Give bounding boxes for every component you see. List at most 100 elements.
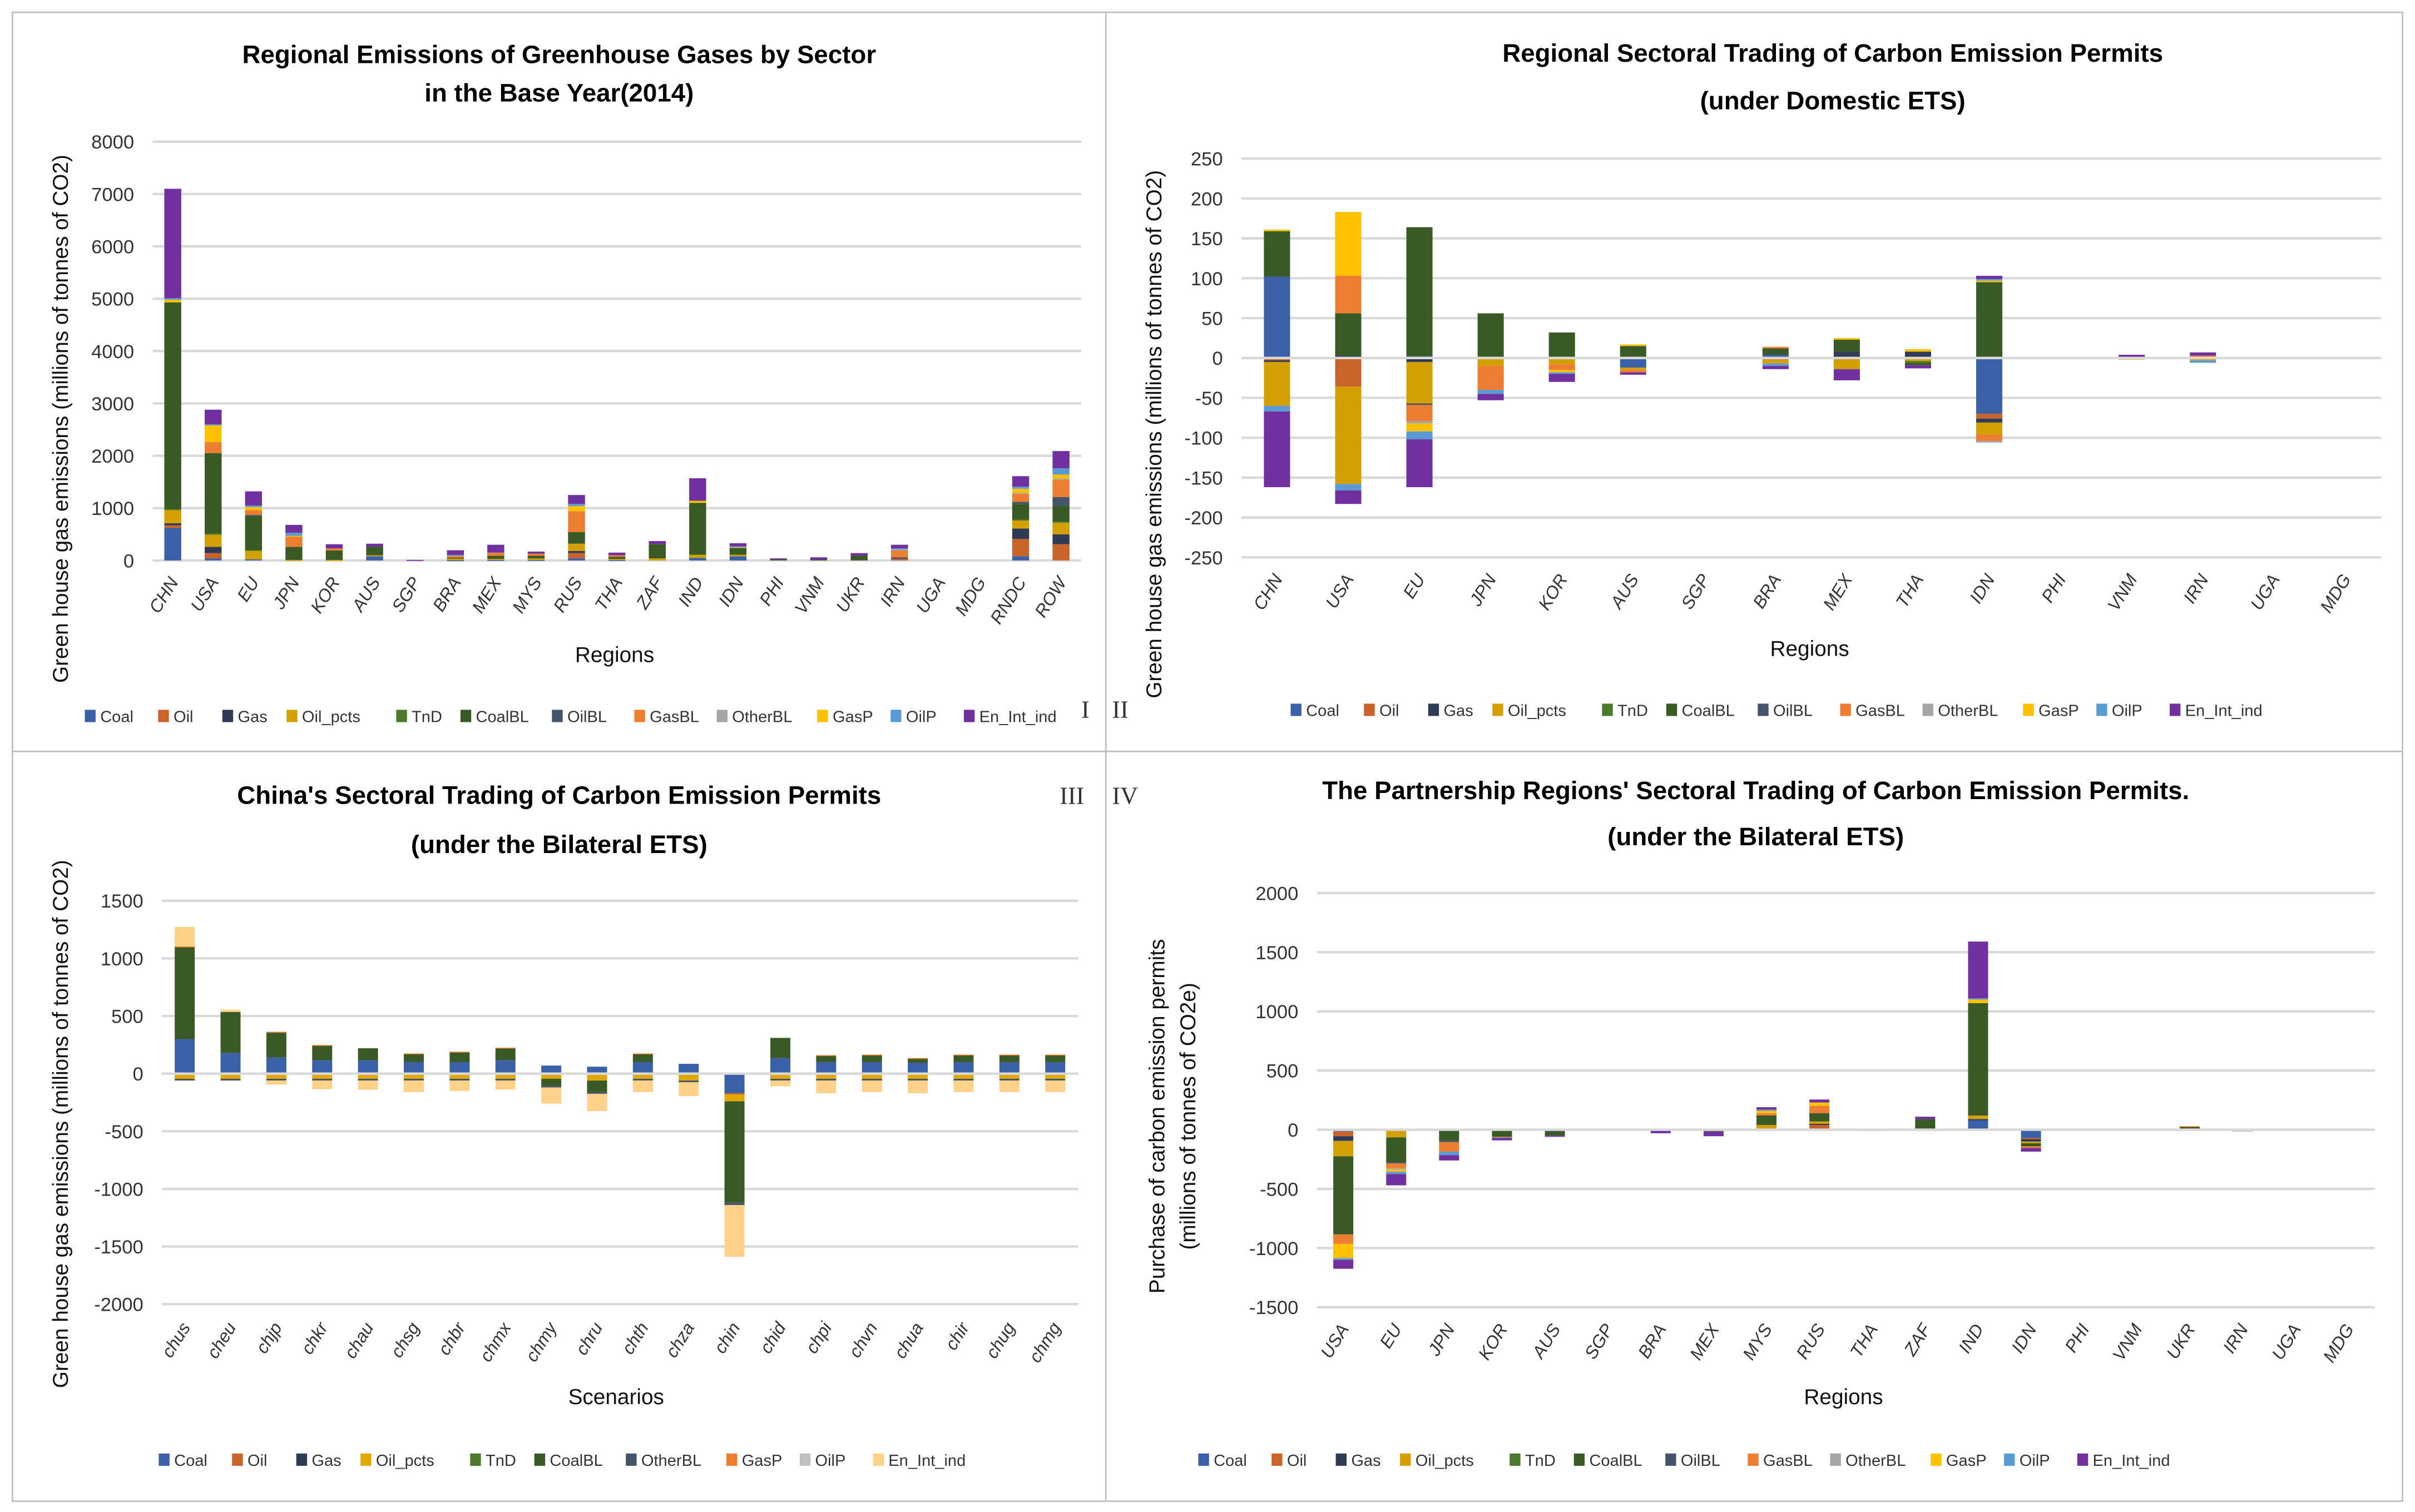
y-axis-title: Green house gas emissions (millions of t… [49, 155, 73, 683]
y-tick-label: -1000 [94, 1179, 143, 1200]
y-tick-label: 0 [123, 551, 134, 572]
bar-segment-en-int-ind-chth [632, 1080, 653, 1092]
legend-item-gasp: GasP [817, 708, 873, 726]
bar-segment-oil-chin [724, 1093, 745, 1094]
legend-item-oilp: OilP [2096, 702, 2142, 720]
bar-segment-oil-rus [1809, 1125, 1830, 1130]
bar-segment-oil-pcts-ind [689, 554, 706, 558]
legend-swatch [1922, 703, 1933, 716]
bar-segment-oil-pcts-mex [487, 559, 504, 560]
bar-segment-en-int-ind-chid [770, 1080, 790, 1087]
figure-border [11, 11, 2404, 1503]
bar-segment-oil-pcts-mys [1756, 1125, 1777, 1129]
bar-segment-coal-chza [679, 1064, 699, 1074]
bar-segment-oil-pcts-chau [358, 1073, 378, 1079]
legend-label: Oil [248, 1452, 268, 1470]
bar-segment-oil-usa [1335, 358, 1362, 387]
bar-segment-coal-idn [2021, 1129, 2041, 1138]
y-tick-label: 250 [1191, 149, 1223, 170]
bar-segment-oilp-usa [1333, 1258, 1354, 1260]
bar-segment-coal-chmy [541, 1065, 562, 1074]
bar-segment-coalbl-vnm [810, 559, 828, 561]
bar-segment-otherbl-chza [679, 1080, 699, 1083]
bar-segment-gasp-chth [632, 1053, 653, 1055]
legend-label: OilP [815, 1452, 845, 1470]
bar-segment-otherbl-chkr [312, 1078, 333, 1081]
bar-segment-oilp-rndc [1012, 487, 1030, 489]
bar-segment-gasbl-idn [1976, 434, 2003, 441]
panel-label-2: II [1112, 696, 1129, 723]
bar-segment-oilp-eu [245, 505, 263, 507]
legend-item-en-int-ind: En_Int_ind [873, 1452, 966, 1470]
bar-segment-otherbl-rndc [1012, 493, 1030, 494]
legend-label: Oil_pcts [1416, 1452, 1474, 1470]
y-tick-label: -1000 [1249, 1238, 1299, 1260]
bar-segment-oilp-usa [205, 424, 222, 425]
bar-segment-oilbl-irn [891, 557, 908, 559]
bar-segment-gasp-chjp [266, 1032, 286, 1033]
legend-label: Coal [1306, 702, 1339, 720]
bar-segment-gasbl-jpn [1477, 366, 1504, 390]
bar-segment-otherbl-chsg [404, 1078, 424, 1081]
bar-segment-tnd-tha [1904, 361, 1932, 363]
legend-swatch [1198, 1453, 1209, 1466]
bar-segment-en-int-ind-chug [999, 1080, 1020, 1092]
bar-segment-en-int-ind-rus [1809, 1099, 1830, 1103]
bar-segment-coalbl-chir [953, 1055, 974, 1062]
y-axis-title: (millions of tonnes of CO2e) [1176, 983, 1200, 1250]
bar-segment-en-int-ind-chmg [1045, 1080, 1066, 1092]
bar-segment-gasp-chvn [862, 1054, 882, 1056]
legend-item-coal: Coal [1198, 1452, 1247, 1470]
legend-item-otherbl: OtherBL [1830, 1452, 1906, 1470]
bar-segment-oil-pcts-ind [1968, 1116, 1988, 1119]
bar-segment-oil-pcts-bra [447, 558, 464, 561]
y-tick-label: 5000 [91, 289, 134, 310]
bar-segment-tnd-rndc [1012, 519, 1030, 521]
legend-item-oil: Oil [1271, 1452, 1307, 1470]
bar-segment-en-int-ind-bra [1762, 366, 1789, 369]
bar-segment-oil-pcts-chmy [541, 1073, 562, 1079]
bar-segment-coalbl-chin [724, 1101, 745, 1203]
legend-swatch [286, 710, 298, 722]
y-tick-label: -1500 [94, 1237, 143, 1258]
bar-segment-coalbl-chug [999, 1055, 1020, 1062]
bar-segment-coalbl-chid [770, 1038, 790, 1058]
bar-segment-gasp-usa [1333, 1243, 1354, 1258]
legend-label: En_Int_ind [979, 708, 1057, 726]
bar-segment-oilbl-row [1052, 497, 1070, 506]
legend-item-tnd: TnD [1602, 702, 1648, 720]
bar-segment-coalbl-chpi [816, 1055, 837, 1062]
bar-segment-coal-chkr [312, 1060, 333, 1074]
legend-item-oil-pcts: Oil_pcts [1492, 702, 1566, 720]
bar-segment-gasp-chmg [1045, 1054, 1066, 1056]
bar-segment-coalbl-chmy [541, 1078, 562, 1086]
bar-segment-oilp-jpn [1439, 1151, 1459, 1156]
bar-segment-oilp-idn [729, 546, 747, 548]
bar-segment-en-int-ind-jpn [1439, 1155, 1459, 1161]
x-axis-title: Regions [575, 643, 654, 667]
y-tick-label: 1000 [91, 498, 134, 519]
legend-item-oilp: OilP [799, 1452, 845, 1470]
bar-segment-oil-pcts-tha [1904, 358, 1932, 361]
bar-segment-gas-chn [164, 523, 181, 526]
bar-segment-en-int-ind-rndc [1012, 476, 1030, 487]
legend-label: OtherBL [732, 708, 792, 726]
bar-segment-coalbl-mys [527, 556, 545, 559]
bar-segment-gas-tha [1904, 351, 1932, 358]
legend-item-oilbl: OilBL [1665, 1452, 1720, 1470]
bar-segment-oilp-kor [1548, 372, 1575, 374]
bar-segment-coalbl-chmx [495, 1048, 516, 1060]
bar-segment-en-int-ind-idn [2021, 1148, 2041, 1152]
bar-segment-tnd-eu [245, 550, 263, 551]
bar-segment-coalbl-kor [325, 550, 343, 560]
bar-segment-en-int-ind-kor [325, 544, 343, 549]
bar-segment-en-int-ind-chza [679, 1082, 699, 1097]
bar-segment-en-int-ind-usa [205, 409, 222, 425]
legend-item-gas: Gas [296, 1452, 342, 1470]
bar-segment-oil-pcts-chsg [404, 1073, 424, 1079]
bar-segment-en-int-ind-kor [1492, 1138, 1512, 1141]
bar-segment-oil-pcts-chug [999, 1073, 1020, 1079]
bar-segment-gasp-chua [908, 1058, 928, 1059]
bar-segment-oil-pcts-chpi [816, 1073, 837, 1079]
